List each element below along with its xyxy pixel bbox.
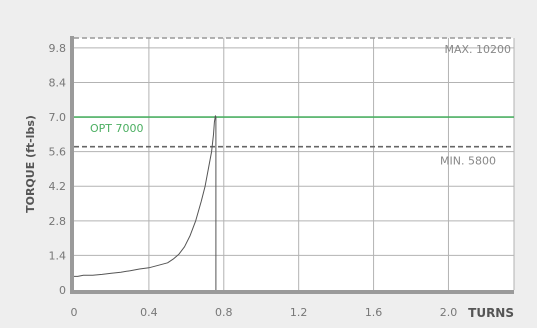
y-tick-label: 9.8	[49, 42, 67, 55]
y-axis-label: TORQUE (ft-lbs)	[24, 115, 37, 213]
reference-line-label: MAX. 10200	[444, 43, 511, 56]
series-line	[74, 115, 217, 290]
x-tick-label: 2.0	[440, 306, 458, 319]
axes	[70, 36, 514, 294]
plot-area-background	[74, 38, 514, 290]
y-tick-label: 2.8	[49, 215, 67, 228]
y-tick-label: 8.4	[49, 76, 67, 89]
reference-line-label: MIN. 5800	[440, 155, 496, 168]
x-tick-label: 1.2	[290, 306, 308, 319]
x-tick-label: 1.6	[365, 306, 383, 319]
y-tick-label: 1.4	[49, 249, 67, 262]
grid-lines	[74, 38, 515, 290]
tick-labels: 0 1.4 2.8 4.2 5.6 7.0 8.4 9.8 0 0.4 0.8 1.2 1.6 2.0	[49, 42, 458, 319]
reference-lines: MAX. 10200 OPT 7000 MIN. 5800	[74, 37, 514, 168]
reference-line-label: OPT 7000	[90, 122, 144, 135]
y-tick-label: 4.2	[49, 180, 67, 193]
series-layer	[74, 115, 217, 290]
y-tick-label: 0	[59, 284, 66, 297]
x-axis-label: TURNS	[468, 306, 514, 320]
x-tick-label: 0	[71, 306, 78, 319]
x-tick-label: 0.8	[215, 306, 233, 319]
x-tick-label: 0.4	[140, 306, 158, 319]
y-tick-label: 7.0	[49, 111, 67, 124]
y-tick-label: 5.6	[49, 146, 67, 159]
